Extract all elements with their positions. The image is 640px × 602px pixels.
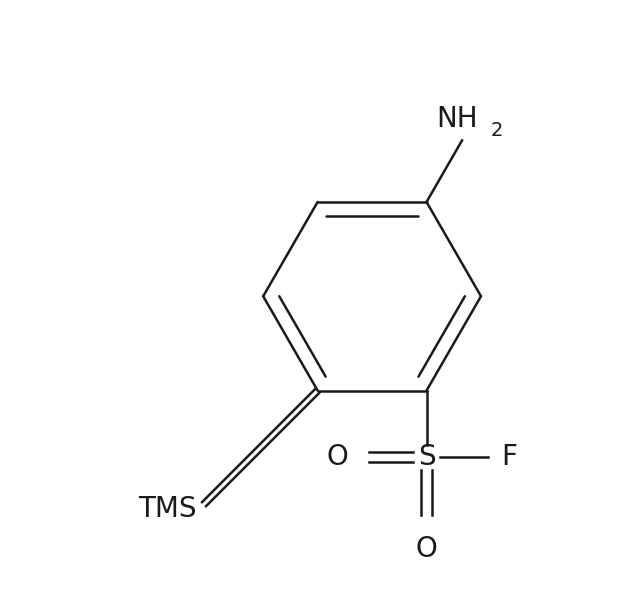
Text: S: S [418, 443, 435, 471]
Text: 2: 2 [490, 120, 503, 140]
Text: O: O [415, 535, 437, 563]
Text: F: F [501, 443, 517, 471]
Text: TMS: TMS [138, 495, 196, 523]
Text: NH: NH [436, 105, 478, 133]
Text: O: O [326, 443, 348, 471]
